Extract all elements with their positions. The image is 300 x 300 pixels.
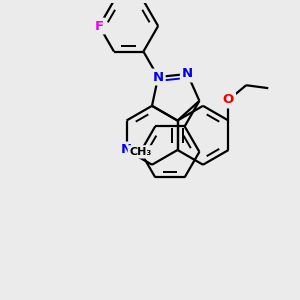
- Text: N: N: [153, 70, 164, 83]
- Text: F: F: [95, 20, 104, 32]
- Text: O: O: [223, 93, 234, 106]
- Text: CH₃: CH₃: [129, 147, 152, 157]
- Text: N: N: [182, 68, 193, 80]
- Text: N: N: [121, 143, 132, 157]
